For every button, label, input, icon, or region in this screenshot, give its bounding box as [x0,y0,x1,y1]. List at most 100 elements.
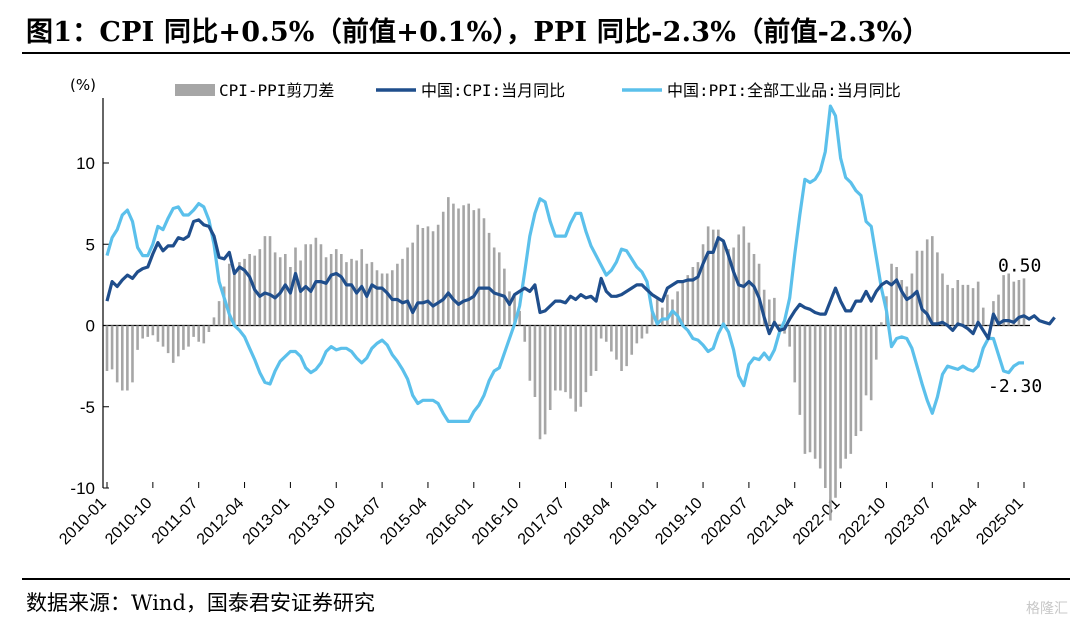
spread-bar [151,325,155,336]
spread-bar [401,258,404,326]
spread-bar [818,325,822,469]
spread-bar [956,280,960,326]
spread-bar [294,247,297,326]
spread-bar [299,260,302,326]
spread-bar [589,325,593,376]
spread-bar [482,218,486,326]
spread-bar [686,275,690,326]
spread-bar [110,325,114,370]
spread-bar [268,236,272,326]
spread-bar [492,247,496,326]
spread-bar [839,325,842,469]
spread-bar [192,325,195,337]
spread-bar [497,252,501,326]
spread-bar [273,252,277,326]
x-tick-label: 2016-01 [423,495,477,549]
spread-bar [874,325,878,360]
spread-bar [533,325,537,397]
spread-bar [625,325,628,367]
spread-bar [767,299,771,326]
spread-bar [640,325,644,339]
spread-bar [961,284,965,326]
spread-bar [773,297,776,326]
x-tick-label: 2013-01 [240,495,294,549]
spread-bar [762,289,766,326]
spread-bar [380,273,384,326]
spread-bar [920,250,924,326]
spread-bar [207,325,211,332]
spread-bar [441,211,445,326]
spread-bar [880,322,883,326]
spread-bar [202,325,206,344]
spread-bar [574,325,577,412]
y-tick-label: 5 [86,235,95,254]
spread-bar [564,325,567,393]
spread-bar [615,325,618,360]
spread-bar [447,197,450,326]
spread-bar [829,325,832,521]
spread-bar [951,288,954,326]
spread-bar [452,203,455,326]
spread-bar [660,307,664,326]
spread-bar [120,325,124,391]
x-tick-label: 2019-10 [652,495,706,549]
spread-bar [284,254,287,326]
spread-bar [487,232,491,326]
spread-bar [584,325,588,393]
legend-label-spread: CPI-PPI剪刀差 [219,81,334,100]
spread-bar [854,325,858,436]
spread-bar [1012,281,1016,326]
spread-bar [350,258,353,326]
spread-bar [370,262,374,326]
spread-bar [824,325,827,488]
spread-bar [895,267,898,326]
spread-bar [635,325,639,344]
spread-bar [543,325,547,435]
spread-bar [182,325,185,350]
spread-bar [161,325,165,347]
x-tick-label: 2016-10 [469,495,523,549]
spread-bar [513,296,516,326]
spread-bar [345,262,348,326]
x-tick-label: 2011-07 [149,495,202,548]
spread-bar [227,263,231,326]
x-tick-label: 2019-01 [606,495,660,549]
x-tick-label: 2024-04 [927,495,981,549]
spread-bar [115,325,119,383]
spread-bar [329,254,333,326]
spread-bar [869,325,873,401]
spread-bar [324,257,328,326]
spread-bar [238,262,241,326]
spread-bar [844,325,847,459]
watermark-text: 格隆汇 [1026,601,1068,617]
x-tick-label: 2015-04 [377,495,431,549]
spread-bar [248,254,251,326]
spread-bar [156,325,160,342]
spread-bar [747,242,751,326]
spread-bar [655,299,659,326]
spread-bar [187,325,190,347]
x-tick-label: 2010-01 [56,495,110,549]
spread-bar [925,239,929,326]
spread-bar [340,254,343,326]
title-rule [22,52,1070,54]
spread-bar [263,236,267,326]
x-tick-label: 2014-07 [331,495,385,549]
y-unit-label: (%) [70,76,96,94]
spread-bar [900,280,904,326]
x-tick-label: 2025-01 [973,495,1027,549]
spread-bar [554,325,557,391]
x-tick-label: 2012-04 [194,495,248,549]
x-tick-label: 2010-10 [102,495,156,549]
spread-bar [650,309,654,326]
spread-bar [997,294,1000,326]
spread-bar [217,301,221,326]
y-tick-label: -5 [80,398,95,417]
x-tick-label: 2023-07 [882,495,936,549]
spread-bar [711,229,715,326]
spread-bar [548,325,552,410]
spread-bar [691,267,695,326]
ppi-line [105,104,1024,423]
spread-bar [197,325,200,342]
end-value-label: 0.50 [998,255,1041,276]
